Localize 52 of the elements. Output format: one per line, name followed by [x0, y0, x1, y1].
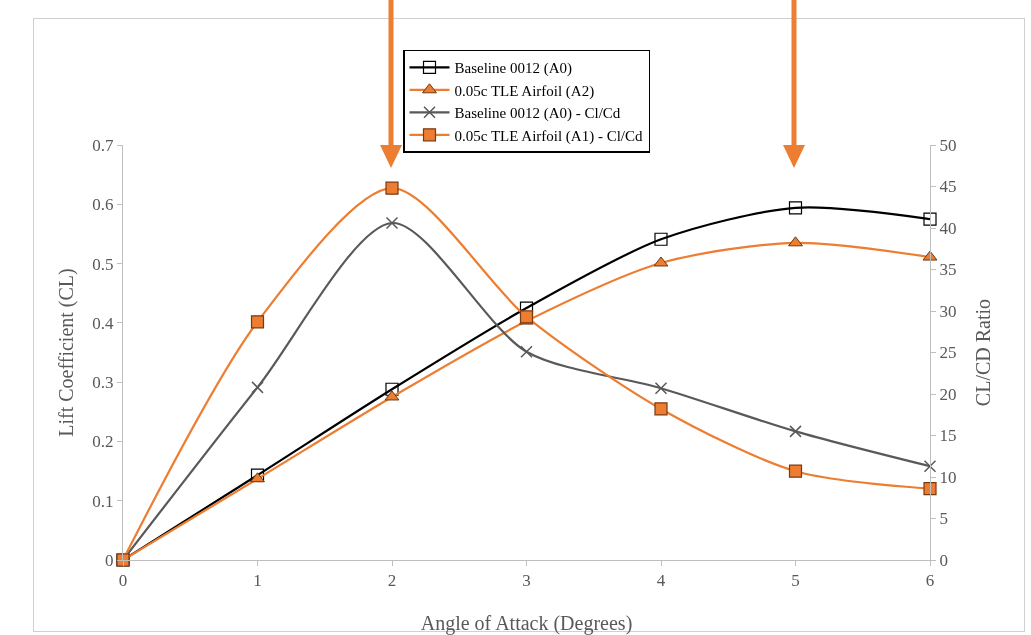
y2-tick-label: 5 — [939, 509, 948, 529]
y2-tick-label: 45 — [939, 177, 957, 197]
point — [250, 315, 265, 329]
legend-label: Baseline 0012 (A0) - Cl/Cd — [454, 105, 621, 123]
x-axis-title: Angle of Attack (Degrees) — [420, 612, 633, 635]
y2-tick-label: 50 — [939, 135, 957, 155]
x-tick-label: 2 — [387, 571, 397, 591]
point — [788, 464, 803, 478]
point — [789, 425, 802, 438]
y-axis-title: Lift Coefficient (CL) — [55, 268, 78, 437]
point — [385, 216, 399, 230]
x-tick-label: 1 — [253, 571, 262, 591]
point — [923, 212, 937, 226]
point — [654, 402, 668, 416]
point — [520, 345, 533, 358]
legend-label: Baseline 0012 (A0) — [454, 60, 572, 78]
y-tick-label: 0.4 — [92, 313, 115, 333]
point — [519, 310, 534, 324]
y-tick-label: 0.2 — [92, 432, 114, 452]
x-tick-label: 3 — [522, 571, 531, 591]
x-tick-label: 0 — [118, 571, 128, 591]
x-tick-label: 6 — [925, 571, 935, 591]
point — [788, 236, 803, 247]
y2-axis-title: CL/CD Ratio — [972, 298, 994, 407]
point — [788, 201, 803, 215]
y2-tick-label: 35 — [939, 260, 957, 280]
y2-tick-label: 10 — [939, 467, 957, 487]
y-tick-label: 0 — [105, 550, 114, 570]
y-tick-label: 0.6 — [92, 195, 114, 215]
point — [923, 459, 937, 473]
y2-tick-label: 40 — [939, 218, 957, 238]
y-tick-label: 0.3 — [92, 373, 114, 393]
y-tick-label: 0.1 — [92, 491, 114, 511]
point — [654, 381, 668, 395]
y2-tick-label: 30 — [939, 301, 957, 321]
legend-label: 0.05c TLE Airfoil (A2) — [454, 82, 595, 100]
y2-tick-label: 20 — [939, 384, 957, 404]
point — [251, 381, 264, 394]
y-tick-label: 0.5 — [92, 254, 114, 274]
y2-tick-label: 0 — [939, 550, 948, 570]
point — [654, 232, 668, 246]
point — [923, 482, 937, 496]
point — [250, 468, 265, 482]
legend-label: 0.05c TLE Airfoil (A1) - Cl/Cd — [454, 127, 644, 145]
point — [385, 382, 399, 396]
point — [250, 472, 265, 483]
y2-tick-label: 25 — [939, 343, 957, 363]
point — [385, 181, 399, 195]
x-tick-label: 4 — [656, 571, 666, 591]
y-tick-label: 0.7 — [92, 135, 115, 155]
x-tick-label: 5 — [791, 571, 800, 591]
y2-tick-label: 15 — [939, 426, 957, 446]
